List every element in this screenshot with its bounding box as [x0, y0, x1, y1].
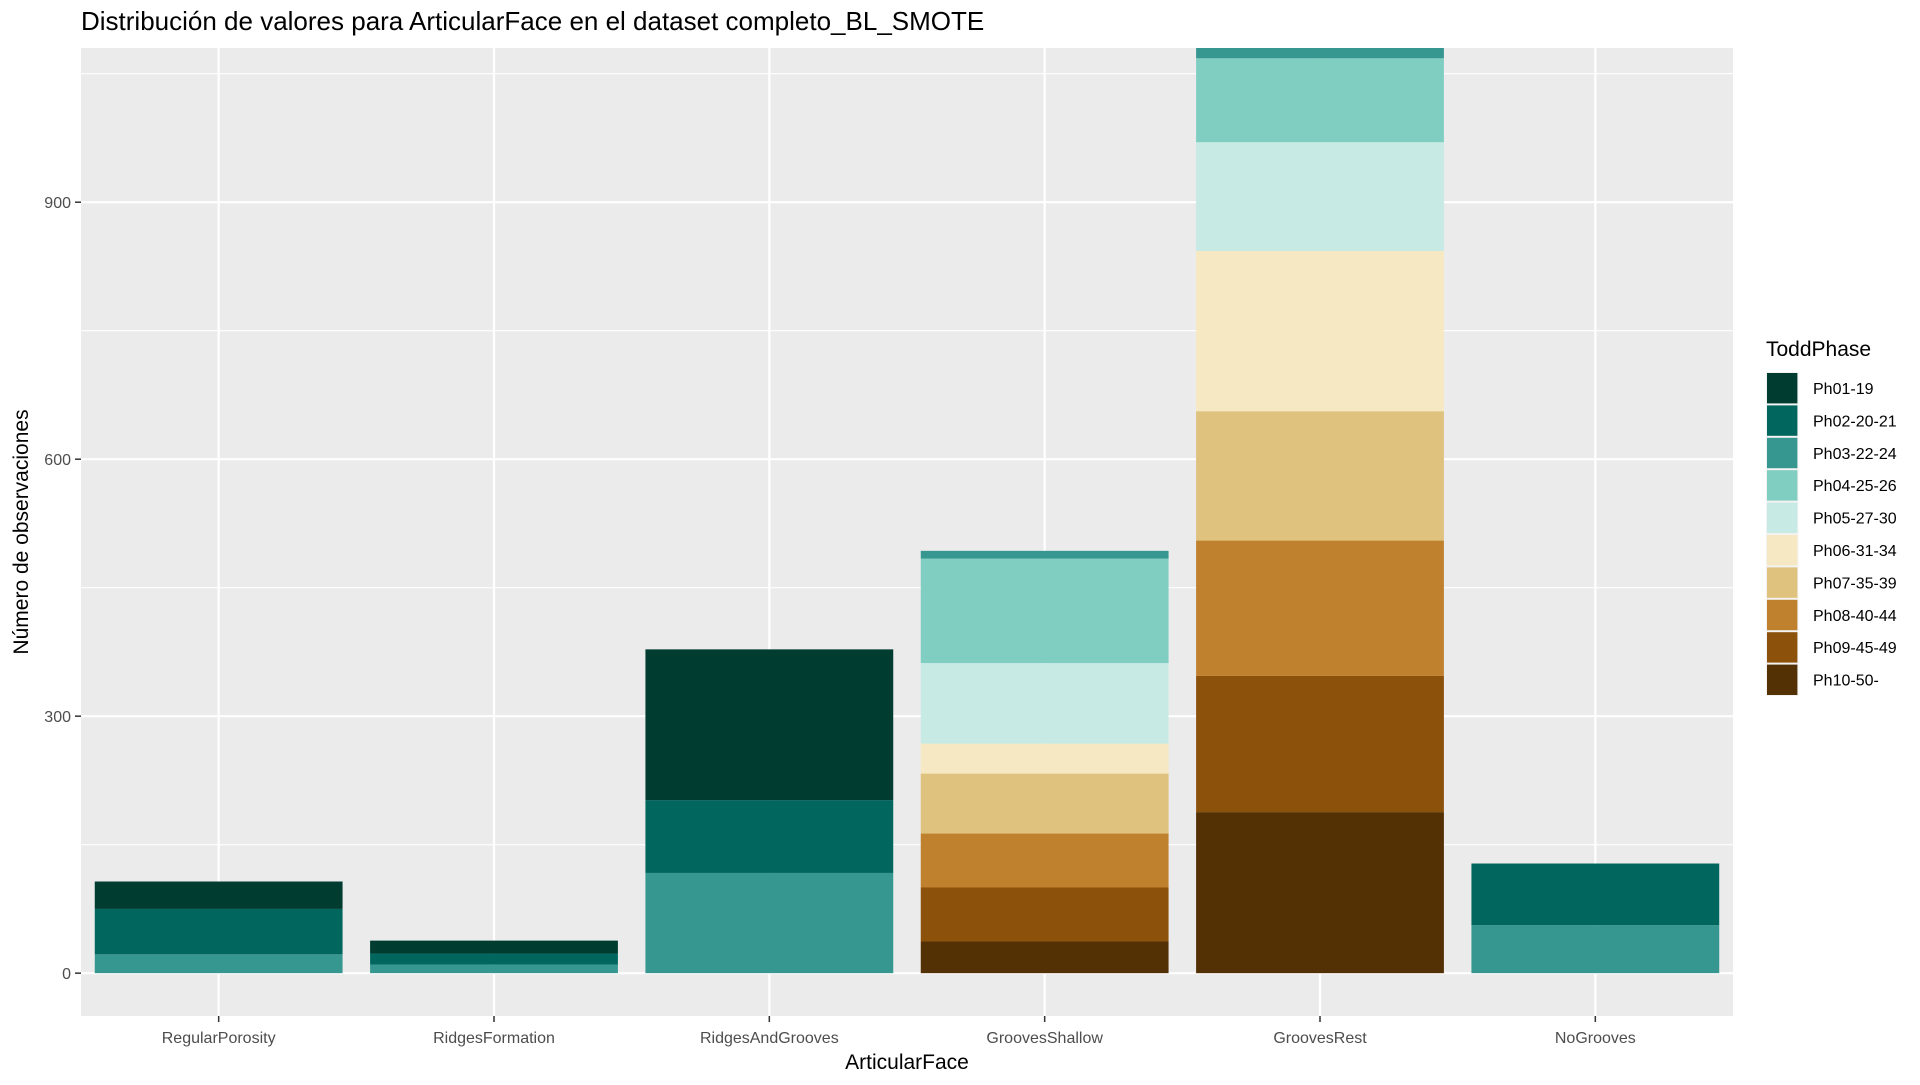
bar-segment [1196, 58, 1444, 143]
legend: ToddPhase Ph01-19Ph02-20-21Ph03-22-24Ph0… [1766, 338, 1897, 696]
chart-title: Distribución de valores para ArticularFa… [81, 6, 984, 36]
legend-key-swatch [1767, 502, 1798, 533]
bar-segment [920, 887, 1169, 942]
bar-segment [920, 773, 1169, 834]
bar-segment [1471, 863, 1720, 926]
legend-key-swatch [1767, 632, 1798, 663]
legend-key-label: Ph09-45-49 [1813, 640, 1897, 657]
y-tick-label: 900 [44, 195, 71, 212]
x-axis-label: ArticularFace [845, 1051, 969, 1074]
x-tick-label: RidgesAndGrooves [700, 1030, 839, 1047]
bar-segment [645, 649, 894, 801]
bar-segment [94, 881, 343, 909]
bar-segment [370, 940, 618, 954]
legend-key-label: Ph06-31-34 [1813, 543, 1897, 560]
legend-key-label: Ph08-40-44 [1813, 608, 1897, 625]
legend-key-swatch [1767, 664, 1798, 695]
legend-key-swatch [1767, 567, 1798, 598]
bar-segment [1196, 675, 1444, 813]
bar-segment [1471, 925, 1720, 974]
y-tick-label: 300 [44, 709, 71, 726]
bar-segment [645, 872, 894, 974]
legend-key-label: Ph04-25-26 [1813, 478, 1897, 495]
bar-segment [920, 558, 1169, 664]
legend-key-label: Ph01-19 [1813, 381, 1874, 398]
bar-segment [1196, 411, 1444, 541]
legend-key-swatch [1767, 373, 1798, 404]
legend-items: Ph01-19 Ph02-20-21 Ph03-22-24 Ph04-25-26 Ph0… [1766, 372, 1897, 696]
legend-key-swatch [1767, 599, 1798, 631]
bar-segment [94, 954, 343, 974]
bars-layer [94, 48, 1720, 974]
bar-segment [920, 550, 1169, 559]
bar-segment [1196, 251, 1444, 412]
bar-segment [1196, 48, 1444, 59]
bar-segment [920, 663, 1169, 744]
x-tick-label: RidgesFormation [433, 1030, 555, 1047]
bar-segment [94, 908, 343, 955]
x-tick-label: NoGrooves [1555, 1030, 1636, 1047]
bar-segment [920, 941, 1169, 974]
legend-key-swatch [1767, 437, 1798, 469]
legend-key-swatch [1767, 470, 1798, 501]
legend-key-swatch [1767, 535, 1798, 566]
y-tick-label: 0 [62, 966, 71, 983]
legend-title: ToddPhase [1766, 338, 1871, 361]
y-axis: 0 300 600 900 [44, 195, 81, 983]
legend-key-label: Ph02-20-21 [1813, 413, 1897, 430]
plot-panel [81, 48, 1733, 1016]
bar-segment [920, 743, 1169, 774]
bar-segment [1196, 812, 1444, 974]
bar-segment [645, 800, 894, 873]
bar-segment [370, 953, 618, 965]
x-tick-label: GroovesShallow [986, 1030, 1103, 1047]
bar-segment [1196, 540, 1444, 676]
legend-key-swatch [1767, 405, 1798, 436]
legend-key-label: Ph05-27-30 [1813, 511, 1897, 528]
x-axis: RegularPorosity RidgesFormation RidgesAndG… [162, 1016, 1636, 1047]
y-tick-label: 600 [44, 452, 71, 469]
bar-segment [920, 833, 1169, 888]
bar-segment [1196, 142, 1444, 252]
x-tick-label: RegularPorosity [162, 1030, 276, 1047]
legend-key-label: Ph03-22-24 [1813, 446, 1897, 463]
y-axis-label: Número de observaciones [10, 409, 33, 654]
x-tick-label: GroovesRest [1273, 1030, 1367, 1047]
legend-key-label: Ph07-35-39 [1813, 575, 1897, 592]
bar-segment [370, 964, 618, 974]
legend-key-label: Ph10-50- [1813, 673, 1879, 690]
